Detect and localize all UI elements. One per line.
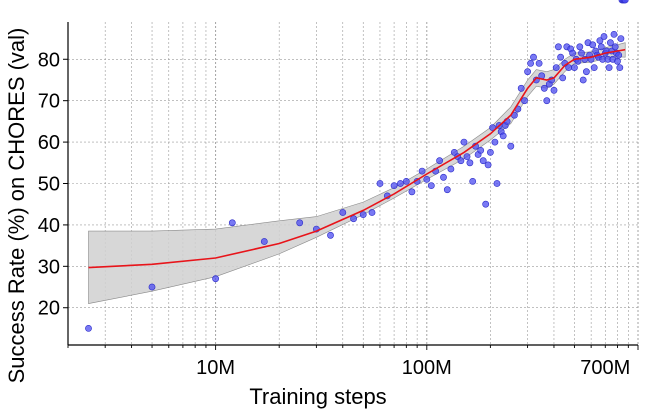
scatter-point	[611, 43, 619, 51]
scatter-point	[457, 157, 465, 165]
scatter-point	[576, 43, 584, 51]
scatter-point	[148, 283, 156, 291]
trend-line	[88, 48, 626, 269]
scatter-point	[559, 74, 567, 82]
x-tick-label: 100M	[402, 357, 452, 379]
scatter-point	[447, 165, 455, 173]
scatter-point	[615, 51, 623, 59]
scatter-point	[621, 0, 629, 4]
scatter-point	[530, 53, 537, 61]
y-tick-label: 50	[38, 174, 60, 196]
scatter-point	[521, 97, 528, 105]
scatter-point	[589, 41, 597, 49]
y-tick-label: 70	[38, 91, 60, 113]
scatter-point	[418, 167, 426, 175]
scatter-point	[443, 186, 451, 194]
scatter-point	[440, 173, 447, 181]
scatter-point	[212, 275, 219, 283]
scatter-point	[524, 68, 531, 76]
scatter-point	[339, 209, 347, 216]
scatter-point	[499, 132, 507, 140]
x-tick-label: 10M	[196, 357, 235, 379]
scatter-point	[596, 37, 604, 44]
scatter-point	[491, 138, 499, 146]
scatter-point	[396, 180, 404, 187]
scatter-point	[552, 64, 560, 71]
scatter-point	[85, 324, 92, 332]
scatter-point	[390, 182, 398, 189]
axis-ticks: 20 30 40 50 60 70 80 10M 100M 700M	[38, 49, 639, 379]
y-tick-label: 80	[38, 49, 60, 71]
confidence-band	[88, 42, 626, 304]
scatter-point	[423, 175, 431, 183]
scatter-point	[565, 64, 573, 71]
scatter-point	[610, 31, 618, 38]
x-axis-title: Training steps	[249, 384, 386, 409]
scatter-point	[493, 180, 501, 187]
y-tick-label: 40	[38, 215, 60, 237]
scatter-point	[571, 64, 578, 71]
scatter-point	[489, 124, 496, 131]
y-tick-label: 20	[38, 298, 60, 320]
scatter-point	[590, 64, 598, 71]
scatter-point	[557, 53, 564, 61]
scatter-point	[486, 148, 494, 156]
scatter-point	[402, 177, 410, 185]
scatter-point	[617, 35, 625, 42]
scatter-point	[436, 157, 443, 165]
scatter-point	[607, 39, 614, 47]
scatter-point	[484, 161, 492, 169]
scatter-point	[477, 146, 485, 154]
scatter-point	[376, 180, 384, 187]
scatter-point	[616, 64, 624, 71]
scatter-point	[460, 138, 468, 146]
scatter-point	[614, 57, 621, 65]
scatter-point	[507, 142, 515, 150]
scatter-point	[482, 200, 490, 208]
scatter-point	[583, 68, 590, 76]
scatter-point	[527, 60, 534, 67]
scatter-point	[260, 238, 268, 245]
scatter-point	[296, 219, 304, 227]
y-tick-label: 30	[38, 256, 60, 278]
scatter-point	[569, 49, 576, 57]
scatter-point	[350, 215, 357, 223]
scatter-point	[605, 64, 613, 71]
y-tick-label: 60	[38, 132, 60, 154]
scatter-point	[327, 231, 334, 239]
scatter-point	[469, 177, 477, 185]
scatter-point	[543, 97, 551, 105]
scatter-point	[368, 209, 376, 216]
scatter-point	[359, 211, 367, 218]
scatter-point	[479, 157, 487, 165]
scatter-point	[517, 84, 525, 92]
scatter-point	[550, 86, 558, 94]
scatter-point	[600, 33, 608, 40]
scatter-point	[540, 84, 548, 92]
scatter-point	[555, 43, 562, 51]
scatter-point	[463, 153, 471, 160]
scatter-point	[597, 43, 605, 51]
scatter-point	[578, 49, 585, 57]
y-axis-title: Success Rate (%) on CHORES (val)	[4, 28, 29, 384]
scatter-point	[427, 182, 435, 189]
scatter-point	[466, 159, 474, 167]
scatter-point	[228, 219, 236, 227]
scatter-point	[408, 188, 416, 196]
x-tick-label: 700M	[580, 357, 630, 379]
scatter-point	[535, 60, 543, 67]
scatter-point	[579, 76, 587, 84]
